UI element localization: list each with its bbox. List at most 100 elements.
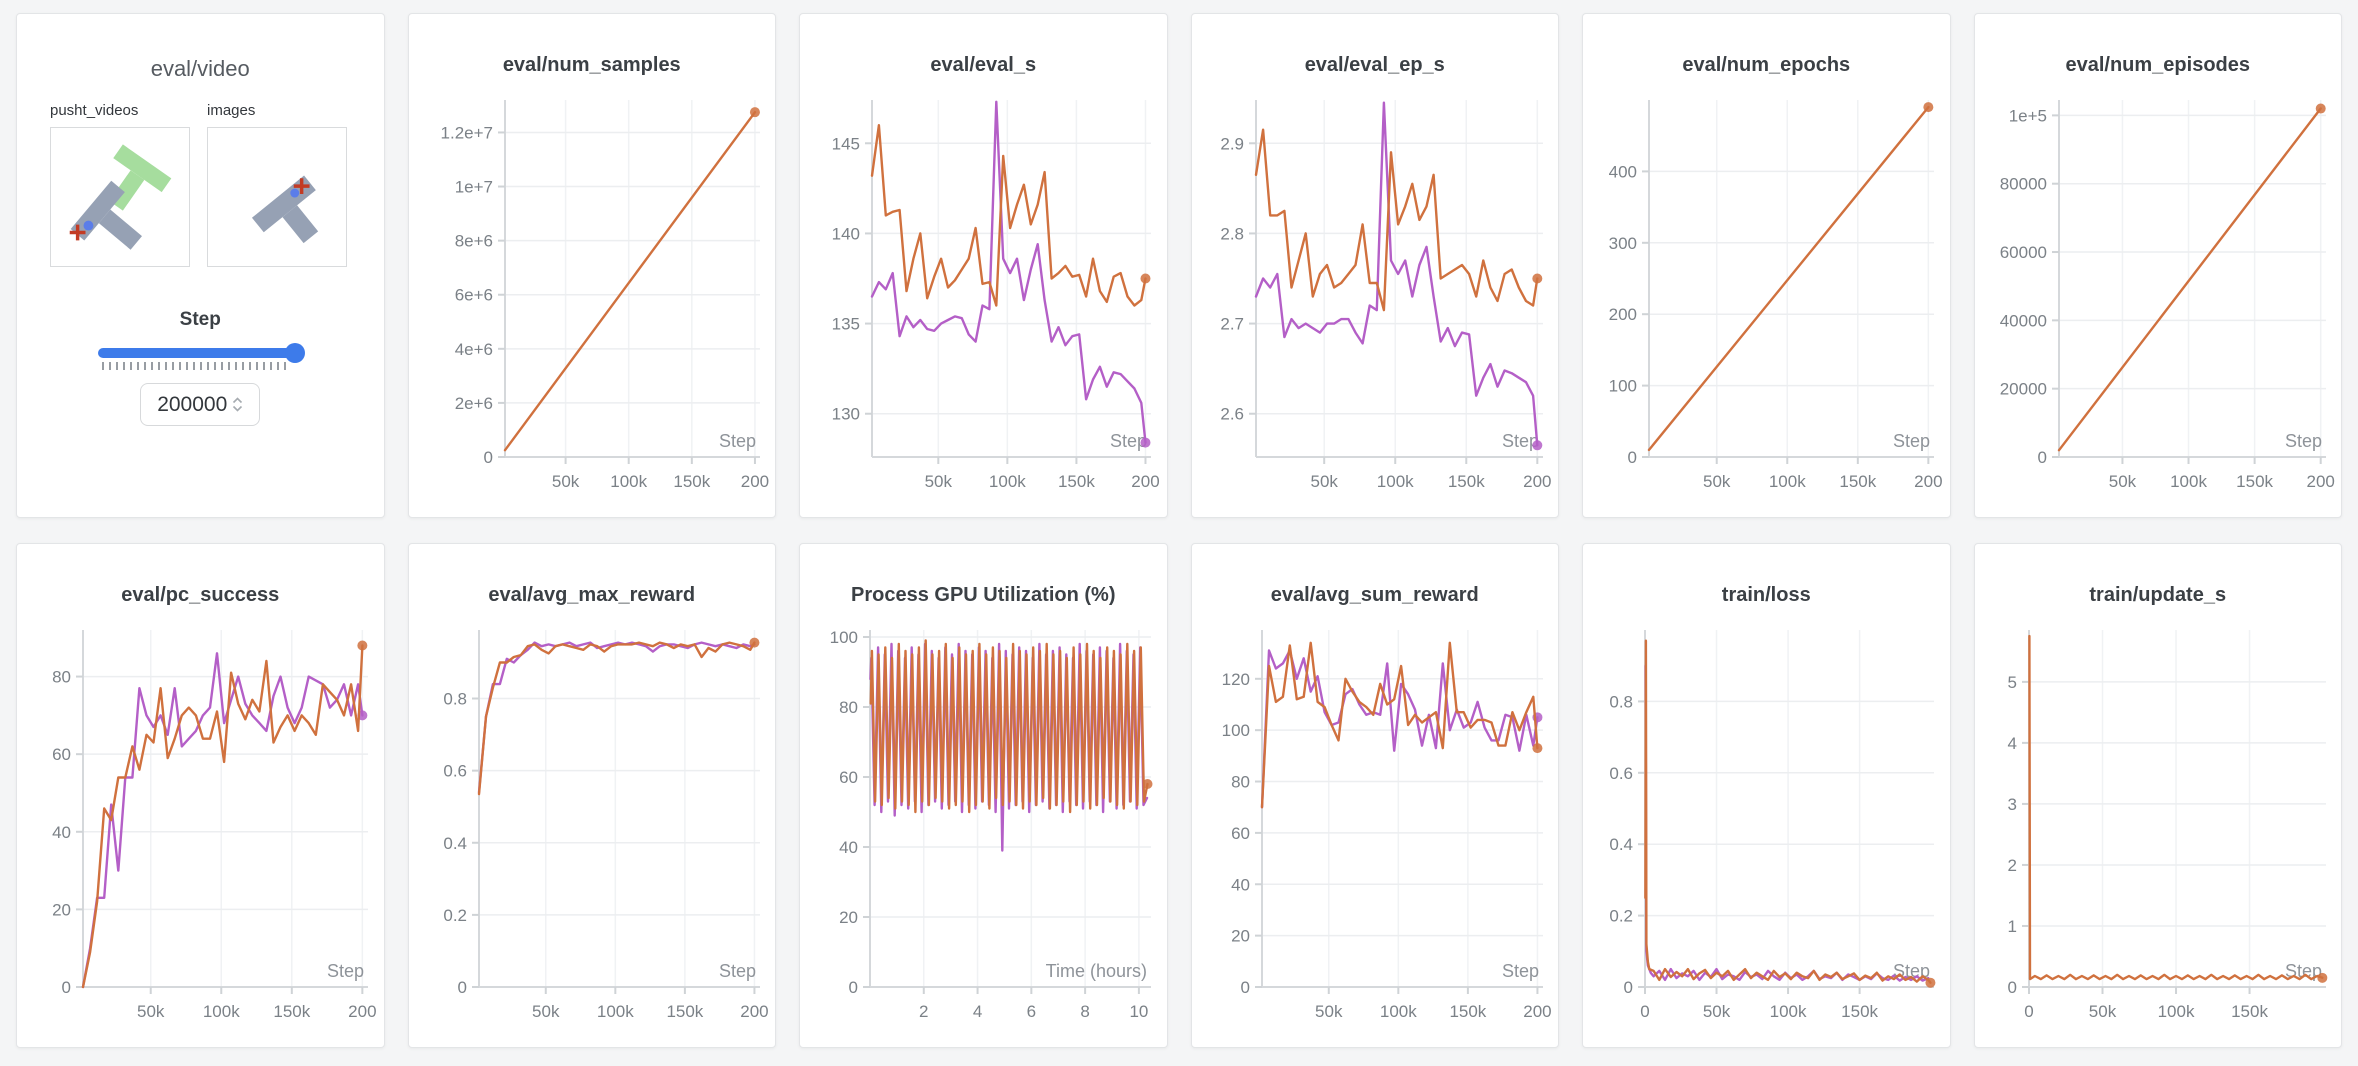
media-panel-title: eval/video (150, 56, 250, 81)
chart-title: eval/avg_sum_reward (1270, 584, 1479, 606)
step-input-value[interactable]: 200000 (157, 392, 228, 416)
svg-text:40000: 40000 (1999, 311, 2046, 330)
chart-title: eval/pc_success (121, 584, 280, 606)
svg-text:200: 200 (1523, 472, 1551, 491)
svg-text:2: 2 (2007, 856, 2016, 875)
step-slider-track[interactable] (98, 348, 303, 358)
svg-text:200: 200 (1609, 305, 1637, 324)
svg-text:150k: 150k (273, 1002, 310, 1021)
panel-eval-pc-success: eval/pc_success 0 20 40 60 80 50k 100k 150k 200 S… (16, 543, 385, 1048)
chart-canvas-eval-avg-max-reward[interactable]: 0 0.2 0.4 0.6 0.8 50k 100k 150k 200 Step (409, 622, 776, 1045)
svg-text:40: 40 (1231, 875, 1250, 894)
svg-text:0: 0 (1240, 978, 1249, 997)
goal-cross-icon (293, 178, 310, 195)
chart-canvas-process-gpu-utilization[interactable]: 0 20 40 60 80 100 2 4 6 8 10 Time (hours) (800, 622, 1167, 1045)
svg-text:20: 20 (52, 900, 71, 919)
svg-text:100: 100 (830, 628, 858, 647)
svg-text:3: 3 (2007, 795, 2016, 814)
chart-canvas-train-loss[interactable]: 0 0.2 0.4 0.6 0.8 0 50k 100k 150k Step (1583, 622, 1950, 1045)
svg-text:0.6: 0.6 (443, 762, 467, 781)
svg-text:0.2: 0.2 (443, 906, 467, 925)
svg-text:4: 4 (2007, 734, 2016, 753)
svg-text:100k: 100k (1770, 1002, 1807, 1021)
svg-text:60: 60 (839, 768, 858, 787)
svg-text:150k: 150k (1839, 472, 1876, 491)
svg-text:Step: Step (1501, 431, 1538, 451)
svg-text:145: 145 (832, 134, 860, 153)
svg-text:6e+6: 6e+6 (454, 286, 492, 305)
panel-eval-num-epochs: eval/num_epochs 0 100 200 300 400 50k 100k 150k… (1582, 13, 1951, 518)
chart-title: Process GPU Utilization (%) (851, 584, 1116, 606)
svg-text:150k: 150k (1058, 472, 1095, 491)
media-label-pusht-videos: pusht_videos (50, 102, 139, 119)
chart-canvas-eval-num-samples[interactable]: 0 2e+6 4e+6 6e+6 8e+6 1e+7 1.2e+7 50k 100k 150k 20… (409, 92, 776, 515)
svg-text:Step: Step (2284, 431, 2321, 451)
svg-text:4: 4 (973, 1002, 982, 1021)
svg-text:Step: Step (1893, 431, 1930, 451)
svg-text:50k: 50k (137, 1002, 165, 1021)
svg-text:Step: Step (718, 961, 755, 981)
svg-text:0: 0 (2024, 1002, 2033, 1021)
svg-text:200: 200 (1523, 1002, 1551, 1021)
spinner-up-icon[interactable] (232, 397, 243, 404)
svg-text:0.8: 0.8 (443, 690, 467, 709)
svg-text:0: 0 (2037, 448, 2046, 467)
chart-title: train/loss (1721, 584, 1811, 606)
pusht-video-frame (69, 144, 172, 250)
svg-text:20: 20 (1231, 927, 1250, 946)
svg-text:100k: 100k (1379, 1002, 1416, 1021)
chart-title: eval/avg_max_reward (488, 584, 696, 606)
chart-canvas-eval-eval-s[interactable]: 130 135 140 145 50k 100k 150k 200 Step (800, 92, 1167, 515)
spinner-down-icon[interactable] (232, 405, 243, 412)
svg-text:100: 100 (1221, 721, 1249, 740)
svg-text:135: 135 (832, 315, 860, 334)
svg-text:140: 140 (832, 224, 860, 243)
svg-text:10: 10 (1129, 1002, 1148, 1021)
svg-text:200: 200 (348, 1002, 376, 1021)
goal-cross-icon (69, 224, 86, 241)
svg-text:Step: Step (327, 961, 364, 981)
svg-text:0: 0 (1640, 1002, 1649, 1021)
svg-text:100k: 100k (989, 472, 1026, 491)
svg-text:0: 0 (62, 978, 71, 997)
svg-text:20: 20 (839, 908, 858, 927)
svg-text:150k: 150k (1841, 1002, 1878, 1021)
chart-title: eval/num_epochs (1682, 54, 1851, 76)
chart-title: eval/num_samples (502, 54, 681, 76)
panel-train-loss: train/loss 0 0.2 0.4 0.6 0.8 0 50k 100k 150k Step (1582, 543, 1951, 1048)
chart-canvas-eval-eval-ep-s[interactable]: 2.6 2.7 2.8 2.9 50k 100k 150k 200 Step (1192, 92, 1559, 515)
svg-text:200: 200 (740, 472, 768, 491)
svg-text:60: 60 (1231, 824, 1250, 843)
svg-text:6: 6 (1027, 1002, 1036, 1021)
media-label-images: images (207, 102, 256, 119)
svg-text:50k: 50k (1703, 472, 1731, 491)
svg-text:50k: 50k (925, 472, 953, 491)
chart-title: eval/eval_ep_s (1304, 54, 1445, 76)
svg-text:0: 0 (849, 978, 858, 997)
step-input[interactable]: 200000 (140, 383, 261, 426)
chart-canvas-eval-pc-success[interactable]: 0 20 40 60 80 50k 100k 150k 200 Step (17, 622, 384, 1045)
media-thumbnail-images[interactable] (207, 127, 347, 267)
chart-canvas-eval-num-episodes[interactable]: 0 20000 40000 60000 80000 1e+5 50k 100k 150k 200 S… (1975, 92, 2342, 515)
svg-text:2e+6: 2e+6 (454, 394, 492, 413)
step-slider-label: Step (179, 309, 221, 330)
svg-text:150k: 150k (673, 472, 710, 491)
chart-canvas-train-update-s[interactable]: 0 1 2 3 4 5 0 50k 100k 150k Step (1975, 622, 2342, 1045)
svg-text:Step: Step (1501, 961, 1538, 981)
panel-eval-num-episodes: eval/num_episodes 0 20000 40000 60000 80000 1… (1973, 13, 2342, 518)
chart-canvas-eval-num-epochs[interactable]: 0 100 200 300 400 50k 100k 150k 200 Step (1583, 92, 1950, 515)
media-thumbnail-pusht-videos[interactable] (50, 127, 190, 267)
step-slider-handle[interactable] (285, 343, 306, 363)
panel-eval-eval-s: eval/eval_s 130 135 140 145 50k 100k 150k 200 St… (799, 13, 1168, 518)
panel-process-gpu-utilization: Process GPU Utilization (%) 0 20 40 60 80 100… (799, 543, 1168, 1048)
svg-text:Step: Step (718, 431, 755, 451)
svg-text:4e+6: 4e+6 (454, 340, 492, 359)
svg-text:150k: 150k (2231, 1002, 2268, 1021)
step-input-spinner[interactable] (232, 397, 243, 412)
svg-text:100k: 100k (596, 1002, 633, 1021)
svg-text:Step: Step (1110, 431, 1147, 451)
chart-canvas-eval-avg-sum-reward[interactable]: 0 20 40 60 80 100 120 50k 100k 150k 200 Step (1192, 622, 1559, 1045)
step-slider[interactable] (98, 343, 306, 370)
svg-text:20000: 20000 (1999, 380, 2046, 399)
